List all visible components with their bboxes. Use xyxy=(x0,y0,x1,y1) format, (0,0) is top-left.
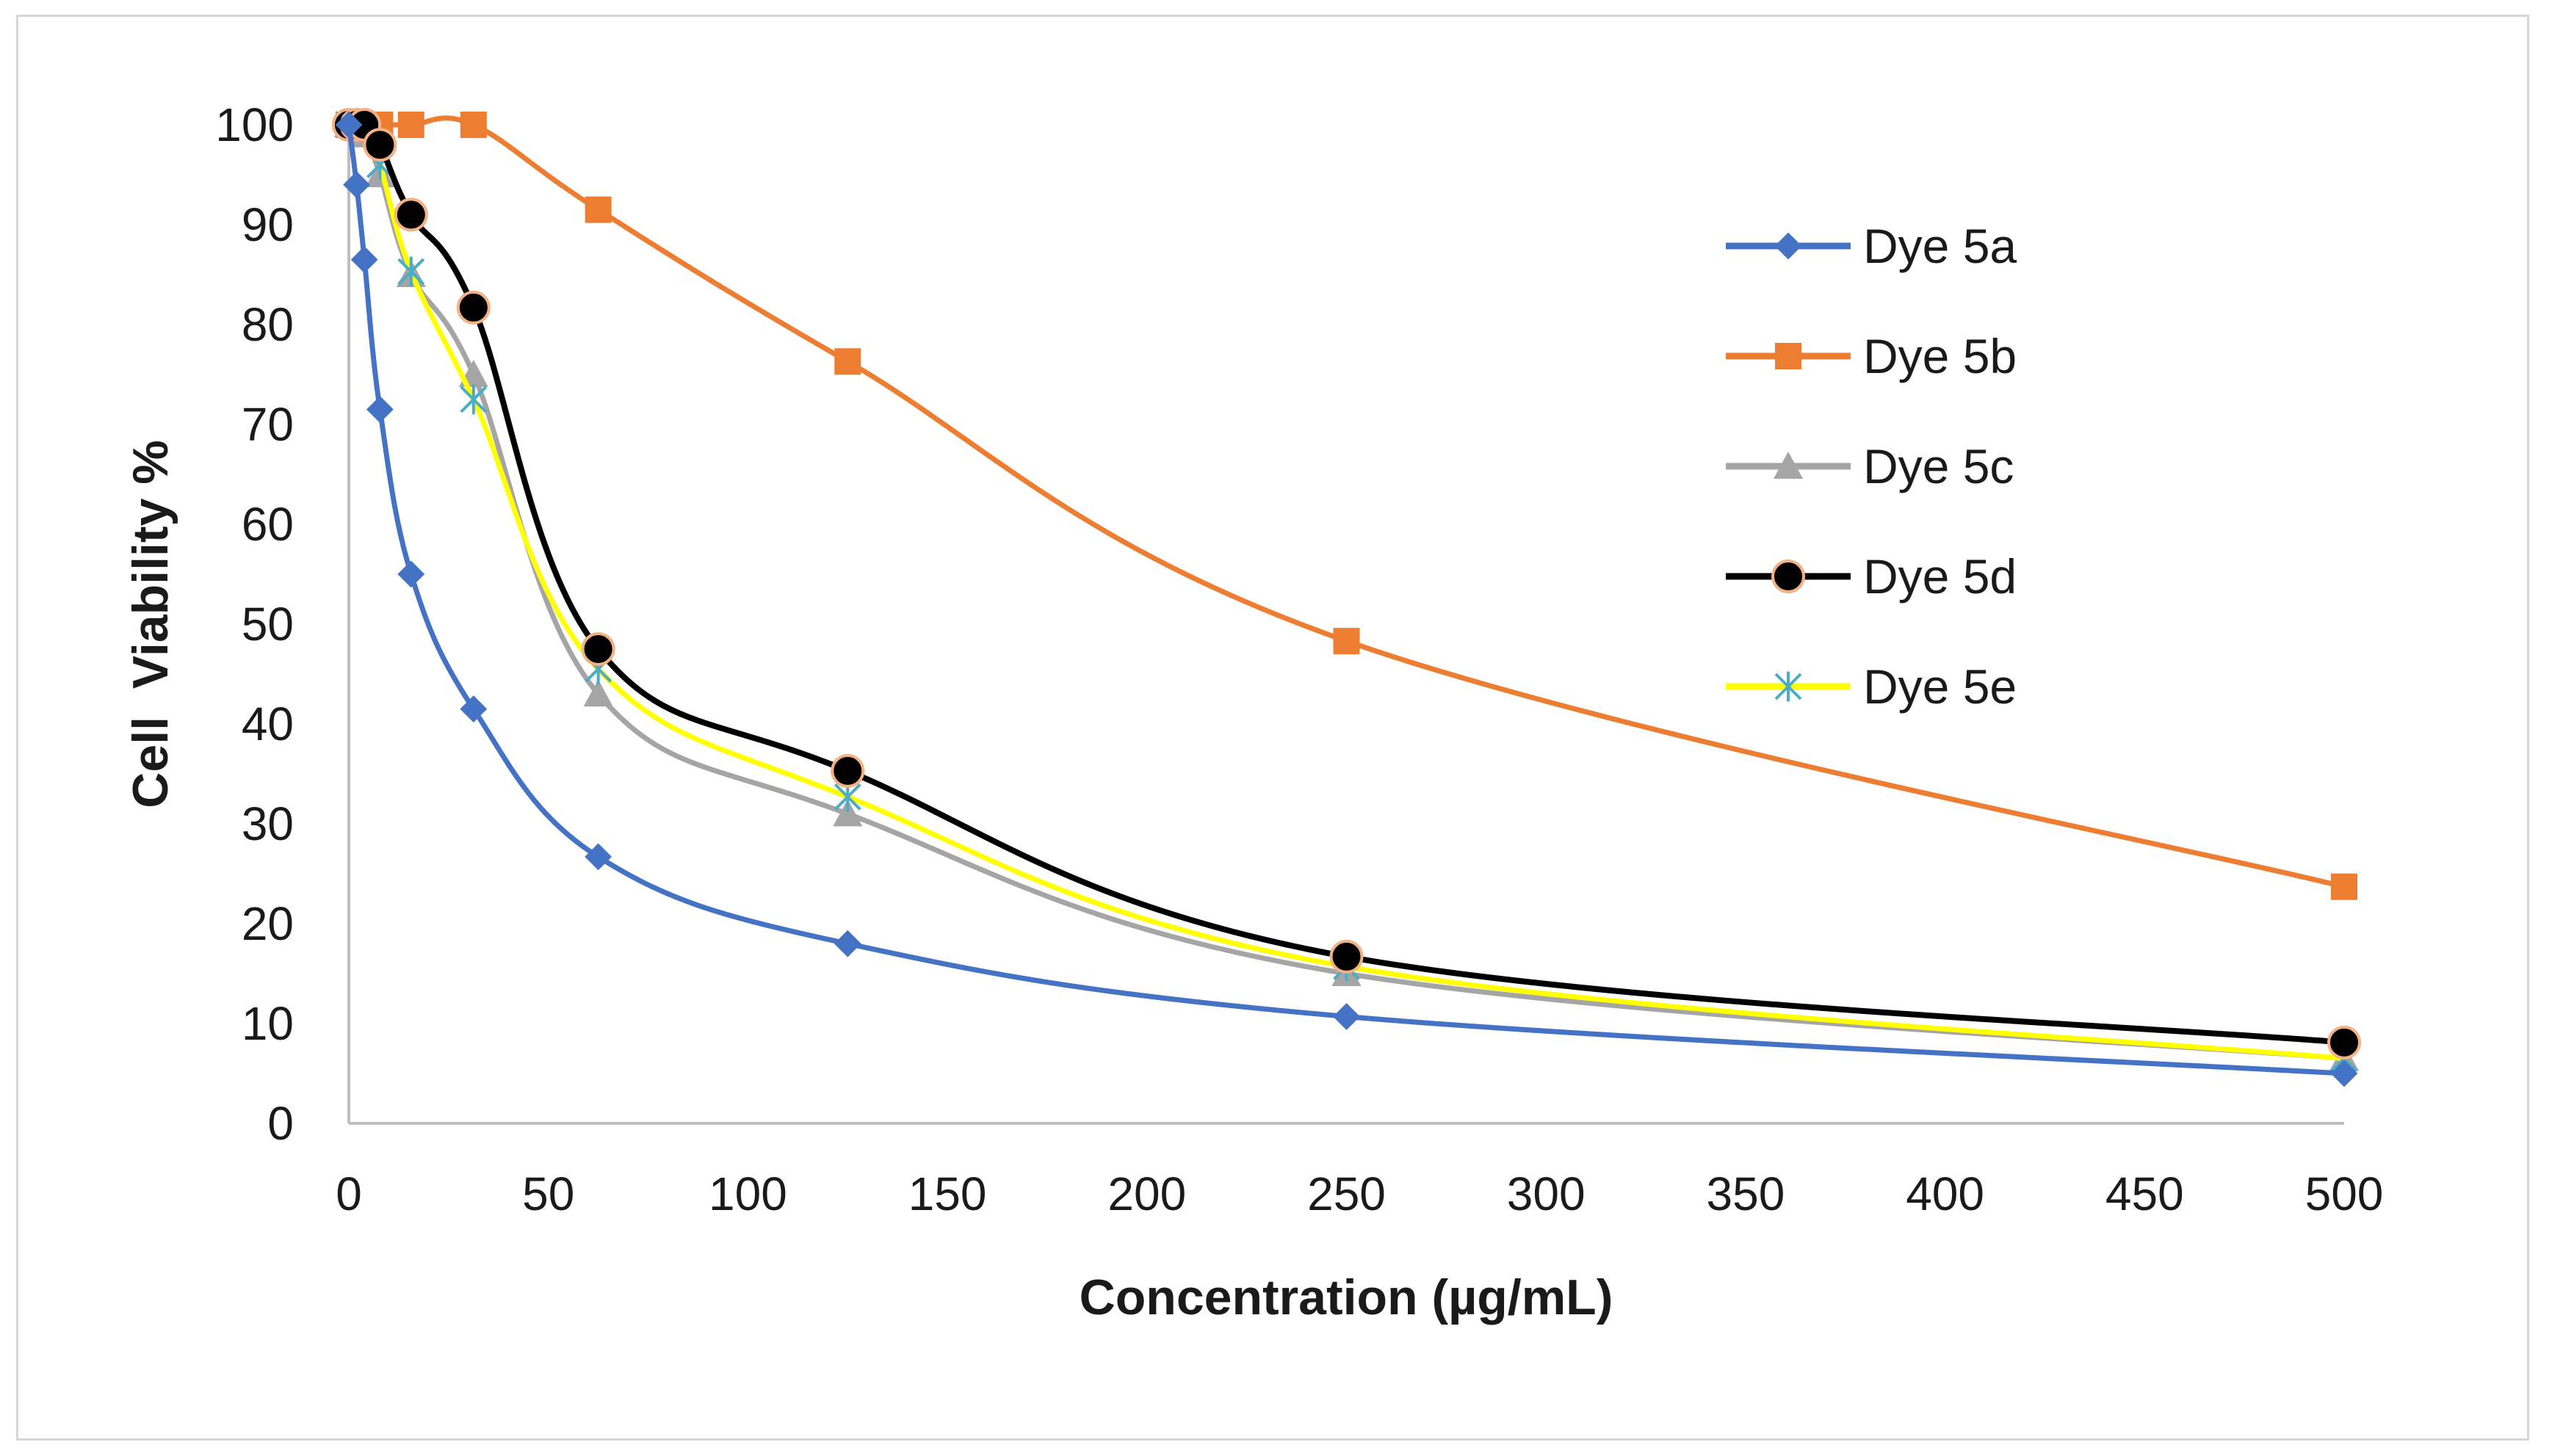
data-point-dye-5b xyxy=(1333,628,1360,655)
data-point-dye-5d xyxy=(394,198,428,232)
series-line-dye-5c xyxy=(346,121,2347,1062)
data-point-dye-5c xyxy=(833,799,863,827)
legend-marker xyxy=(1771,559,1805,593)
data-point-dye-5a xyxy=(397,560,425,588)
data-point-dye-5a xyxy=(343,171,371,199)
data-point-dye-5a xyxy=(1333,1003,1360,1030)
data-point-dye-5b xyxy=(397,112,424,138)
legend-label: Dye 5d xyxy=(1863,549,2017,604)
y-tick-label: 0 xyxy=(267,1097,294,1150)
legend-marker xyxy=(1774,671,1802,702)
y-tick-label: 20 xyxy=(242,897,294,950)
x-tick-label: 500 xyxy=(2305,1167,2384,1220)
data-point-dye-5a xyxy=(366,396,394,424)
data-point-dye-5c xyxy=(583,679,613,707)
legend-label: Dye 5e xyxy=(1863,659,2017,714)
data-point-dye-5d xyxy=(831,753,865,788)
x-tick-label: 300 xyxy=(1507,1167,1586,1220)
x-tick-label: 200 xyxy=(1107,1167,1186,1220)
legend-item-dye-5d: Dye 5d xyxy=(1726,549,2017,604)
x-axis-title: Concentration (µg/mL) xyxy=(1080,1270,1613,1325)
series-line-dye-5b xyxy=(346,115,2347,890)
data-point-dye-5b xyxy=(460,112,487,138)
x-tick-label: 400 xyxy=(1906,1167,1984,1220)
x-tick-label: 100 xyxy=(709,1167,787,1220)
data-point-dye-5a xyxy=(585,843,612,871)
data-point-dye-5e xyxy=(460,384,488,415)
data-point-dye-5a xyxy=(460,695,488,723)
legend-item-dye-5c: Dye 5c xyxy=(1726,439,2014,493)
y-tick-label: 10 xyxy=(242,997,294,1050)
legend: Dye 5a Dye 5b Dye 5c Dye 5d Dye 5e xyxy=(1726,219,2017,714)
series-group xyxy=(332,108,2361,1087)
tick-labels: 0 50 100 150 200 250 300 350 400 450 500 0 10 20 30 40 5… xyxy=(215,98,2383,1220)
x-tick-label: 0 xyxy=(336,1167,362,1220)
series-dye-5d xyxy=(332,108,2361,1060)
data-point-dye-5d xyxy=(363,128,397,162)
series-dye-5b xyxy=(336,112,2357,900)
legend-item-dye-5a: Dye 5a xyxy=(1726,219,2017,273)
x-tick-label: 150 xyxy=(908,1167,987,1220)
data-point-dye-5e xyxy=(397,256,425,287)
data-point-dye-5b xyxy=(585,196,612,223)
y-axis-title: Cell Viability % xyxy=(123,440,178,808)
y-tick-label: 60 xyxy=(242,498,294,551)
x-tick-label: 50 xyxy=(522,1167,574,1220)
legend-marker xyxy=(1774,232,1802,260)
data-point-dye-5b xyxy=(2331,873,2357,900)
data-point-dye-5d xyxy=(2327,1025,2361,1060)
y-tick-label: 100 xyxy=(215,98,294,151)
series-dye-5a xyxy=(335,111,2358,1087)
legend-item-dye-5e: Dye 5e xyxy=(1726,659,2017,714)
data-point-dye-5a xyxy=(2330,1060,2358,1087)
data-point-dye-5a xyxy=(335,111,363,139)
data-point-dye-5d xyxy=(1329,939,1364,974)
series-line-dye-5d xyxy=(346,120,2347,1046)
legend-label: Dye 5c xyxy=(1863,439,2014,493)
x-tick-label: 350 xyxy=(1707,1167,1785,1220)
legend-marker xyxy=(1775,343,1801,369)
chart-frame xyxy=(16,15,2529,1441)
legend-label: Dye 5a xyxy=(1863,219,2017,273)
legend-item-dye-5b: Dye 5b xyxy=(1726,329,2017,383)
y-tick-label: 80 xyxy=(242,298,294,351)
data-point-dye-5b xyxy=(834,348,861,375)
data-point-dye-5a xyxy=(350,246,378,274)
legend-label: Dye 5b xyxy=(1863,329,2017,383)
series-dye-5e xyxy=(335,109,2358,1073)
data-point-dye-5a xyxy=(834,930,861,957)
series-line-dye-5a xyxy=(346,122,2347,1076)
x-tick-label: 450 xyxy=(2105,1167,2184,1220)
y-tick-label: 50 xyxy=(242,598,294,651)
data-point-dye-5d xyxy=(456,290,491,325)
y-tick-label: 40 xyxy=(242,698,294,750)
legend-marker xyxy=(1774,452,1803,479)
y-tick-label: 70 xyxy=(242,398,294,451)
x-tick-label: 250 xyxy=(1307,1167,1386,1220)
y-tick-label: 30 xyxy=(242,797,294,850)
series-dye-5c xyxy=(334,110,2359,1071)
series-line-dye-5e xyxy=(346,121,2347,1062)
y-tick-label: 90 xyxy=(242,198,294,251)
axes xyxy=(347,125,2344,1125)
data-point-dye-5d xyxy=(581,632,615,666)
